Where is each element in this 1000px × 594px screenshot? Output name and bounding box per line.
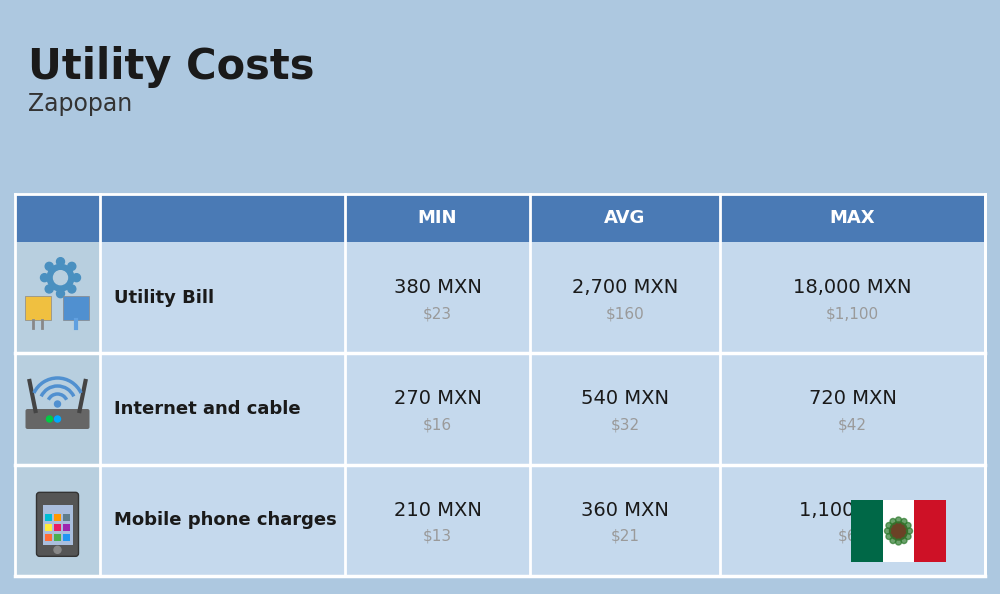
Bar [54, 514, 60, 522]
Circle shape [72, 274, 80, 282]
Text: Utility Bill: Utility Bill [114, 289, 214, 307]
Circle shape [901, 538, 907, 544]
Bar [100, 242, 985, 353]
Circle shape [886, 533, 892, 539]
Circle shape [54, 416, 60, 422]
Text: Utility Costs: Utility Costs [28, 46, 314, 88]
Text: Mobile phone charges: Mobile phone charges [114, 511, 337, 529]
Circle shape [890, 538, 896, 544]
Circle shape [40, 274, 48, 282]
FancyBboxPatch shape [26, 409, 90, 429]
Bar [44, 525, 52, 532]
Circle shape [890, 522, 908, 540]
Circle shape [905, 533, 911, 539]
Text: AVG: AVG [604, 209, 646, 227]
Text: $1,100: $1,100 [826, 306, 879, 321]
Text: 18,000 MXN: 18,000 MXN [793, 278, 912, 297]
Circle shape [54, 546, 61, 554]
Text: 360 MXN: 360 MXN [581, 501, 669, 520]
Circle shape [68, 285, 76, 293]
Circle shape [896, 539, 902, 545]
Bar [24, 296, 50, 320]
Circle shape [886, 523, 892, 529]
Circle shape [896, 517, 902, 523]
Circle shape [890, 519, 896, 525]
Bar [62, 525, 70, 532]
Circle shape [45, 285, 53, 293]
Circle shape [68, 263, 76, 270]
Circle shape [885, 528, 891, 534]
Circle shape [45, 263, 53, 270]
Circle shape [54, 271, 68, 285]
Text: MAX: MAX [830, 209, 875, 227]
Text: 1,100 MXN: 1,100 MXN [799, 501, 906, 520]
Text: $21: $21 [610, 529, 640, 544]
Bar [100, 465, 985, 576]
Bar [15, 194, 985, 242]
Circle shape [901, 519, 907, 525]
Text: 380 MXN: 380 MXN [394, 278, 481, 297]
Circle shape [56, 290, 64, 298]
Bar [15, 353, 100, 465]
Text: $160: $160 [606, 306, 644, 321]
Text: 2,700 MXN: 2,700 MXN [572, 278, 678, 297]
Bar [15, 465, 100, 576]
Text: Zapopan: Zapopan [28, 92, 132, 116]
Circle shape [46, 416, 52, 422]
Bar [42, 505, 72, 545]
Bar [100, 353, 985, 465]
Text: Internet and cable: Internet and cable [114, 400, 301, 418]
Bar [62, 514, 70, 522]
Bar [15, 242, 100, 353]
Circle shape [56, 258, 64, 266]
Bar [883, 500, 914, 562]
Text: $42: $42 [838, 418, 867, 432]
Text: 540 MXN: 540 MXN [581, 390, 669, 409]
Text: 720 MXN: 720 MXN [809, 390, 896, 409]
Circle shape [905, 523, 911, 529]
Circle shape [46, 264, 74, 292]
Bar [62, 535, 70, 541]
Text: 210 MXN: 210 MXN [394, 501, 481, 520]
Bar [54, 535, 60, 541]
Text: $13: $13 [423, 529, 452, 544]
Bar [62, 296, 88, 320]
Circle shape [906, 528, 912, 534]
Text: $32: $32 [610, 418, 640, 432]
Text: $16: $16 [423, 418, 452, 432]
Bar [44, 535, 52, 541]
Circle shape [54, 401, 60, 407]
Text: MIN: MIN [418, 209, 457, 227]
Text: 270 MXN: 270 MXN [394, 390, 481, 409]
Text: $23: $23 [423, 306, 452, 321]
Bar [914, 500, 946, 562]
Bar [54, 525, 60, 532]
FancyBboxPatch shape [36, 492, 78, 557]
Text: $63: $63 [838, 529, 867, 544]
Bar [44, 514, 52, 522]
Bar [851, 500, 883, 562]
